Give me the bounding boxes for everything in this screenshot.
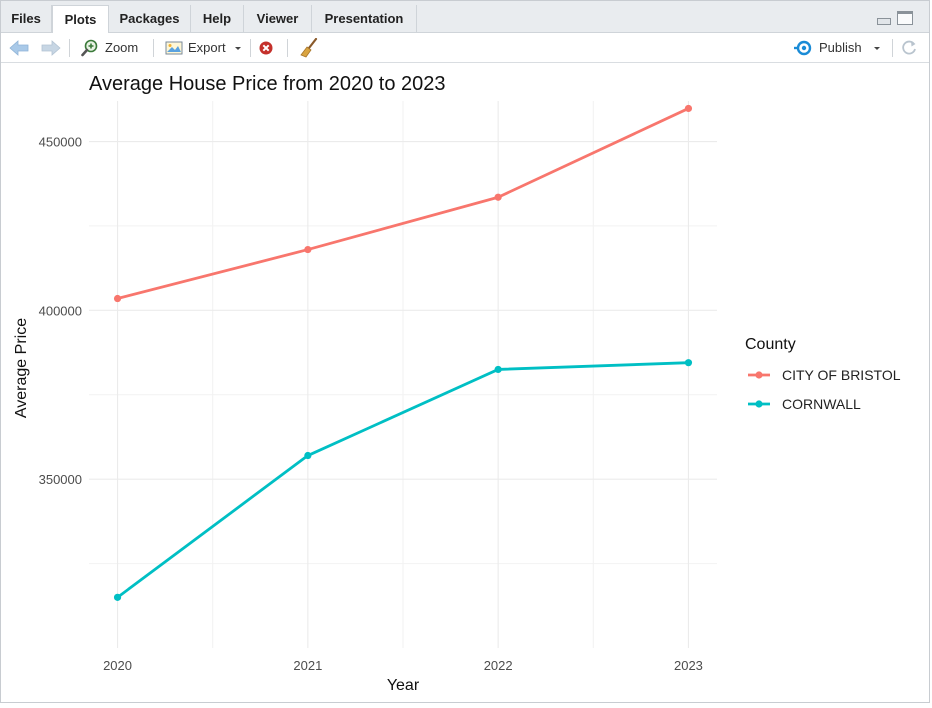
tab-help[interactable]: Help xyxy=(191,5,244,33)
x-axis-label: Year xyxy=(387,677,420,694)
y-axis-ticks: 350000 400000 450000 xyxy=(39,135,82,488)
tab-presentation[interactable]: Presentation xyxy=(312,5,417,33)
y-tick-label: 350000 xyxy=(39,472,82,487)
pane-tab-bar: Files Plots Packages Help Viewer Present… xyxy=(1,1,929,34)
legend-title: County xyxy=(745,336,796,353)
series-layer xyxy=(113,104,693,601)
export-label: Export xyxy=(188,40,226,55)
zoom-label: Zoom xyxy=(105,40,139,55)
series-line xyxy=(116,361,689,599)
chevron-down-icon xyxy=(234,47,241,50)
chart-title: Average House Price from 2020 to 2023 xyxy=(89,73,446,95)
back-arrow-icon[interactable] xyxy=(9,37,29,59)
x-tick-label: 2021 xyxy=(293,658,322,673)
data-point xyxy=(494,365,502,374)
y-tick-label: 400000 xyxy=(39,303,82,318)
zoom-icon xyxy=(81,39,98,57)
x-tick-label: 2022 xyxy=(484,658,513,673)
plots-toolbar: Zoom Export xyxy=(1,33,929,63)
publish-button[interactable]: Publish xyxy=(794,37,882,59)
series-line xyxy=(117,107,690,300)
plot-area: 350000 400000 450000 2020 2021 2022 2023 Aver… xyxy=(1,63,931,703)
x-tick-label: 2023 xyxy=(674,658,703,673)
tab-viewer[interactable]: Viewer xyxy=(244,5,312,33)
legend-key-point xyxy=(755,400,763,408)
remove-plot-icon[interactable] xyxy=(258,37,274,59)
legend-key-point xyxy=(755,371,763,379)
export-icon xyxy=(165,41,183,55)
data-point xyxy=(684,359,693,367)
publish-icon xyxy=(794,40,812,56)
x-tick-label: 2020 xyxy=(103,658,132,673)
data-point xyxy=(684,104,693,113)
refresh-icon[interactable] xyxy=(900,37,918,59)
export-button[interactable]: Export xyxy=(164,37,243,59)
data-point xyxy=(113,593,122,601)
tab-packages[interactable]: Packages xyxy=(109,5,191,33)
minimize-pane-icon[interactable] xyxy=(877,18,891,25)
legend-label: CITY OF BRISTOL xyxy=(782,367,901,383)
data-point xyxy=(494,193,502,201)
grid-minor xyxy=(89,101,717,648)
y-tick-label: 450000 xyxy=(39,135,82,150)
broom-icon[interactable] xyxy=(299,37,319,59)
grid-major xyxy=(89,101,717,648)
tab-files[interactable]: Files xyxy=(1,5,52,33)
zoom-button[interactable]: Zoom xyxy=(81,37,138,59)
window-controls xyxy=(873,11,913,27)
maximize-pane-icon[interactable] xyxy=(897,11,913,25)
x-axis-ticks: 2020 2021 2022 2023 xyxy=(103,658,703,673)
chevron-down-icon xyxy=(873,47,880,50)
forward-arrow-icon[interactable] xyxy=(41,37,61,59)
data-point xyxy=(304,451,312,460)
legend: County CITY OF BRISTOL CORNWALL xyxy=(745,336,901,412)
publish-label: Publish xyxy=(819,40,862,55)
data-point xyxy=(304,245,312,254)
data-point xyxy=(113,294,122,303)
legend-label: CORNWALL xyxy=(782,396,861,412)
line-chart: 350000 400000 450000 2020 2021 2022 2023 Aver… xyxy=(13,73,901,694)
y-axis-label: Average Price xyxy=(13,318,30,418)
tab-plots[interactable]: Plots xyxy=(52,5,109,34)
